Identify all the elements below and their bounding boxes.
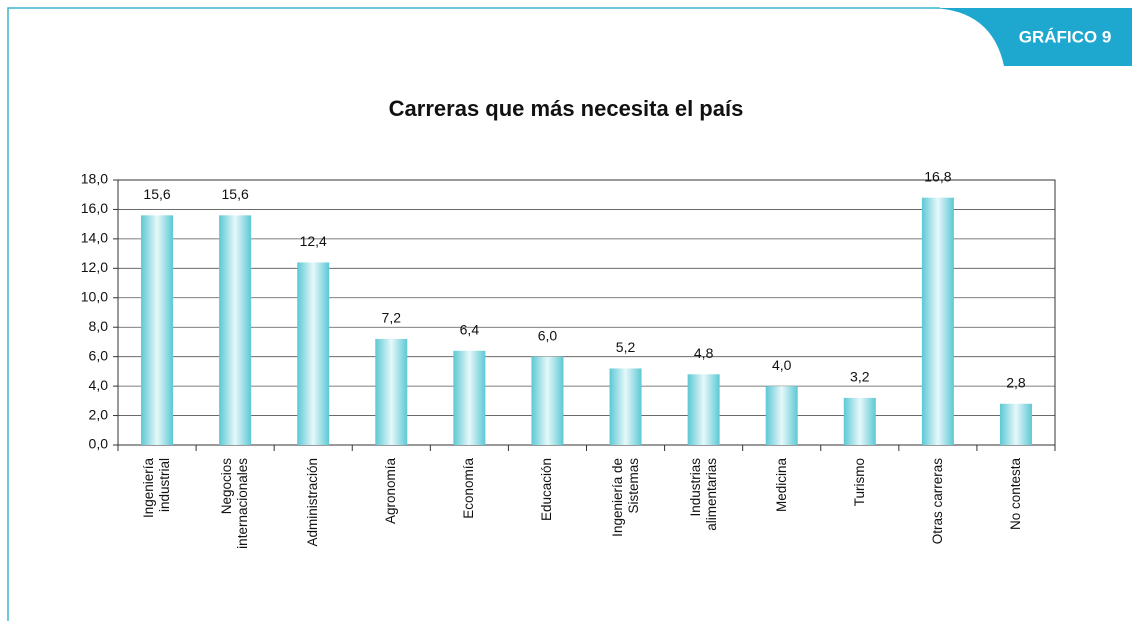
x-tick-label: Economía <box>461 458 477 519</box>
bar <box>765 386 798 445</box>
y-tick-label: 2,0 <box>89 406 109 422</box>
x-tick-label: Administración <box>305 458 321 547</box>
y-tick-label: 14,0 <box>81 230 108 246</box>
y-tick-label: 6,0 <box>89 347 109 363</box>
y-tick-label: 0,0 <box>89 436 109 452</box>
bar <box>531 356 564 445</box>
y-tick-label: 4,0 <box>89 377 109 393</box>
badge-tab <box>932 8 1132 66</box>
bar <box>843 397 876 445</box>
x-tick-label: Ingeniería de Sistemas <box>609 458 641 537</box>
bar <box>999 403 1032 445</box>
x-tick-label: Negocios internacionales <box>219 458 251 549</box>
x-tick-label: No contesta <box>1007 458 1023 531</box>
x-tick-label: Educación <box>539 458 555 522</box>
bar <box>921 197 954 445</box>
value-label: 12,4 <box>300 233 327 249</box>
value-label: 15,6 <box>222 186 249 202</box>
y-tick-label: 16,0 <box>81 200 108 216</box>
x-tick-label: Ingeniería industrial <box>141 458 173 519</box>
value-label: 4,8 <box>694 345 714 361</box>
value-label: 6,0 <box>538 327 558 343</box>
y-tick-label: 18,0 <box>81 171 108 187</box>
value-label: 7,2 <box>382 310 402 326</box>
value-label: 16,8 <box>924 168 951 184</box>
x-tick-label: Turismo <box>851 458 867 507</box>
bar <box>141 215 174 445</box>
bar <box>609 368 642 445</box>
bar <box>297 262 330 445</box>
frame <box>7 7 940 621</box>
y-tick-label: 12,0 <box>81 259 108 275</box>
value-label: 2,8 <box>1006 374 1026 390</box>
bar <box>687 374 720 445</box>
plot-border <box>117 179 1056 446</box>
x-tick-label: Agronomía <box>383 458 399 525</box>
x-tick-label: Industrias alimentarias <box>687 458 719 531</box>
x-tick-label: Medicina <box>773 458 789 513</box>
x-tick-label: Otras carreras <box>929 458 945 545</box>
y-tick-label: 8,0 <box>89 318 109 334</box>
chart-title: Carreras que más necesita el país <box>389 96 744 121</box>
bar <box>453 350 486 445</box>
value-label: 6,4 <box>460 321 480 337</box>
y-tick-label: 10,0 <box>81 288 108 304</box>
value-label: 3,2 <box>850 369 870 385</box>
bar <box>375 339 408 445</box>
badge: GRÁFICO 9 <box>1019 27 1112 46</box>
bar <box>219 215 252 445</box>
value-label: 15,6 <box>143 186 170 202</box>
value-label: 4,0 <box>772 357 792 373</box>
value-label: 5,2 <box>616 339 636 355</box>
